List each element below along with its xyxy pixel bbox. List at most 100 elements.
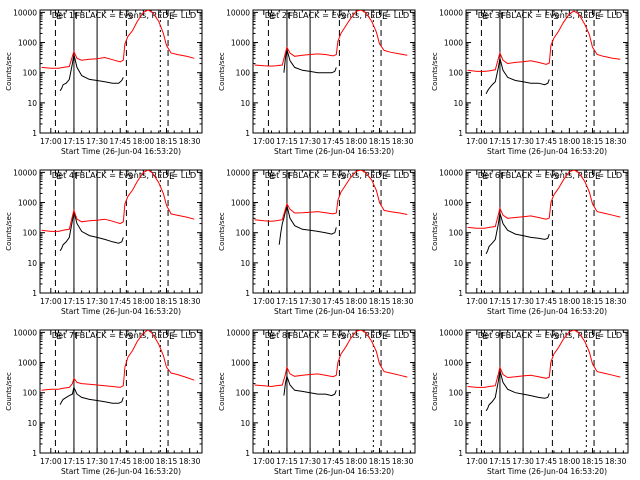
y-tick-label: 10 [453,259,463,268]
x-tick-label: 17:30 [299,297,321,306]
marker-label: S [127,332,133,342]
data-layer [41,10,195,92]
y-tick-label: 10 [240,259,250,268]
x-axis-label: Start Time (26-Jun-04 16:53:20) [274,467,394,476]
y-axis-label: Counts/sec [431,212,439,251]
x-axis-label: Start Time (26-Jun-04 16:53:20) [61,467,181,476]
x-tick-label: 17:30 [512,137,534,146]
x-tick-label: 17:45 [535,297,557,306]
x-tick-label: 18:30 [605,297,627,306]
x-axis-label: Start Time (26-Jun-04 16:53:20) [274,147,394,156]
x-tick-label: 17:00 [253,297,275,306]
x-tick-label: 18:00 [559,457,581,466]
x-tick-label: 17:00 [40,457,62,466]
y-tick-label: 1000 [231,39,250,48]
y-tick-label: 1000 [18,199,37,208]
marker-label: E [482,172,488,182]
marker-label: E [595,332,601,342]
x-tick-label: 18:00 [133,297,155,306]
data-layer [467,10,621,95]
plot-frame [465,329,629,454]
x-tick-label: 18:15 [369,457,391,466]
x-tick-label: 18:15 [582,137,604,146]
marker-label: S [340,12,346,22]
x-tick-label: 17:45 [109,137,131,146]
x-tick-label: 18:15 [156,457,178,466]
x-tick-label: 18:15 [156,297,178,306]
x-axis-label: Start Time (26-Jun-04 16:53:20) [487,307,607,316]
panel-title: Det 5f BLACK = Events, RED = LLD [265,170,409,180]
marker-label: E [382,12,388,22]
x-axis-label: Start Time (26-Jun-04 16:53:20) [61,147,181,156]
lld-series-line [41,10,195,69]
panel-5: Det 5f BLACK = Events, RED = LLD 1 10 100 10… [218,168,416,316]
x-tick-label: 17:15 [276,457,298,466]
y-axis-label: Counts/sec [431,52,439,91]
lld-series-line [467,330,621,388]
y-tick-label: 10 [240,419,250,428]
plot-frame [39,9,203,134]
x-tick-label: 18:00 [559,137,581,146]
x-tick-label: 18:15 [156,137,178,146]
y-tick-label: 10000 [226,8,250,17]
panel-title: Det 2f BLACK = Events, RED = LLD [265,10,409,20]
events-series-line [485,58,550,95]
events-series-line [283,374,337,397]
panel-4: Det 4f BLACK = Events, RED = LLD 1 10 100 10… [5,168,203,316]
y-tick-label: 10 [240,99,250,108]
marker-label: S [127,12,133,22]
x-tick-label: 17:45 [535,457,557,466]
y-tick-label: 1000 [444,39,463,48]
panel-9: Det 9f BLACK = Events, RED = LLD 1 10 100 10… [431,328,629,476]
x-tick-label: 17:00 [466,137,488,146]
x-tick-label: 18:30 [605,457,627,466]
data-layer [41,170,195,252]
panel-title: Det 3f BLACK = Events, RED = LLD [478,10,622,20]
y-tick-label: 10000 [439,8,463,17]
y-axis-label: Counts/sec [431,372,439,411]
panel-title: Det 8f BLACK = Events, RED = LLD [265,330,409,340]
y-tick-label: 10 [27,419,37,428]
data-layer [41,330,195,405]
x-tick-label: 17:15 [489,457,511,466]
y-tick-label: 10 [27,259,37,268]
marker-label: E [169,172,175,182]
panel-title: Det 1f BLACK = Events, RED = LLD [52,10,196,20]
y-tick-label: 10 [453,99,463,108]
x-tick-label: 18:00 [133,137,155,146]
x-axis-label: Start Time (26-Jun-04 16:53:20) [487,147,607,156]
marker-label: E [56,332,62,342]
marker-label: F [75,172,80,182]
marker-label: S [340,172,346,182]
x-tick-label: 17:15 [489,297,511,306]
lld-series-line [467,10,621,72]
marker-label: E [56,172,62,182]
panel-2: Det 2f BLACK = Events, RED = LLD 1 10 100 10… [218,8,416,156]
data-layer [467,330,621,412]
marker-label: S [553,172,559,182]
events-series-line [485,370,550,412]
marker-label: F [288,172,293,182]
marker-label: E [169,12,175,22]
y-tick-label: 1 [245,449,250,458]
plot-frame [252,9,416,134]
lld-series-line [41,170,195,232]
marker-label: S [553,12,559,22]
x-tick-label: 17:30 [86,137,108,146]
x-tick-label: 18:00 [346,297,368,306]
x-tick-label: 18:30 [179,137,201,146]
marker-label: E [269,332,275,342]
plot-frame [39,329,203,454]
y-tick-label: 10000 [13,328,37,337]
plot-frame [465,169,629,294]
x-axis-label: Start Time (26-Jun-04 16:53:20) [61,307,181,316]
marker-label: E [382,332,388,342]
marker-label: S [340,332,346,342]
lld-series-line [254,330,408,388]
y-tick-label: 1000 [18,39,37,48]
y-tick-label: 10000 [226,328,250,337]
panel-3: Det 3f BLACK = Events, RED = LLD 1 10 100 10… [431,8,629,156]
x-tick-label: 17:00 [253,457,275,466]
x-tick-label: 18:30 [392,137,414,146]
x-tick-label: 17:00 [466,297,488,306]
